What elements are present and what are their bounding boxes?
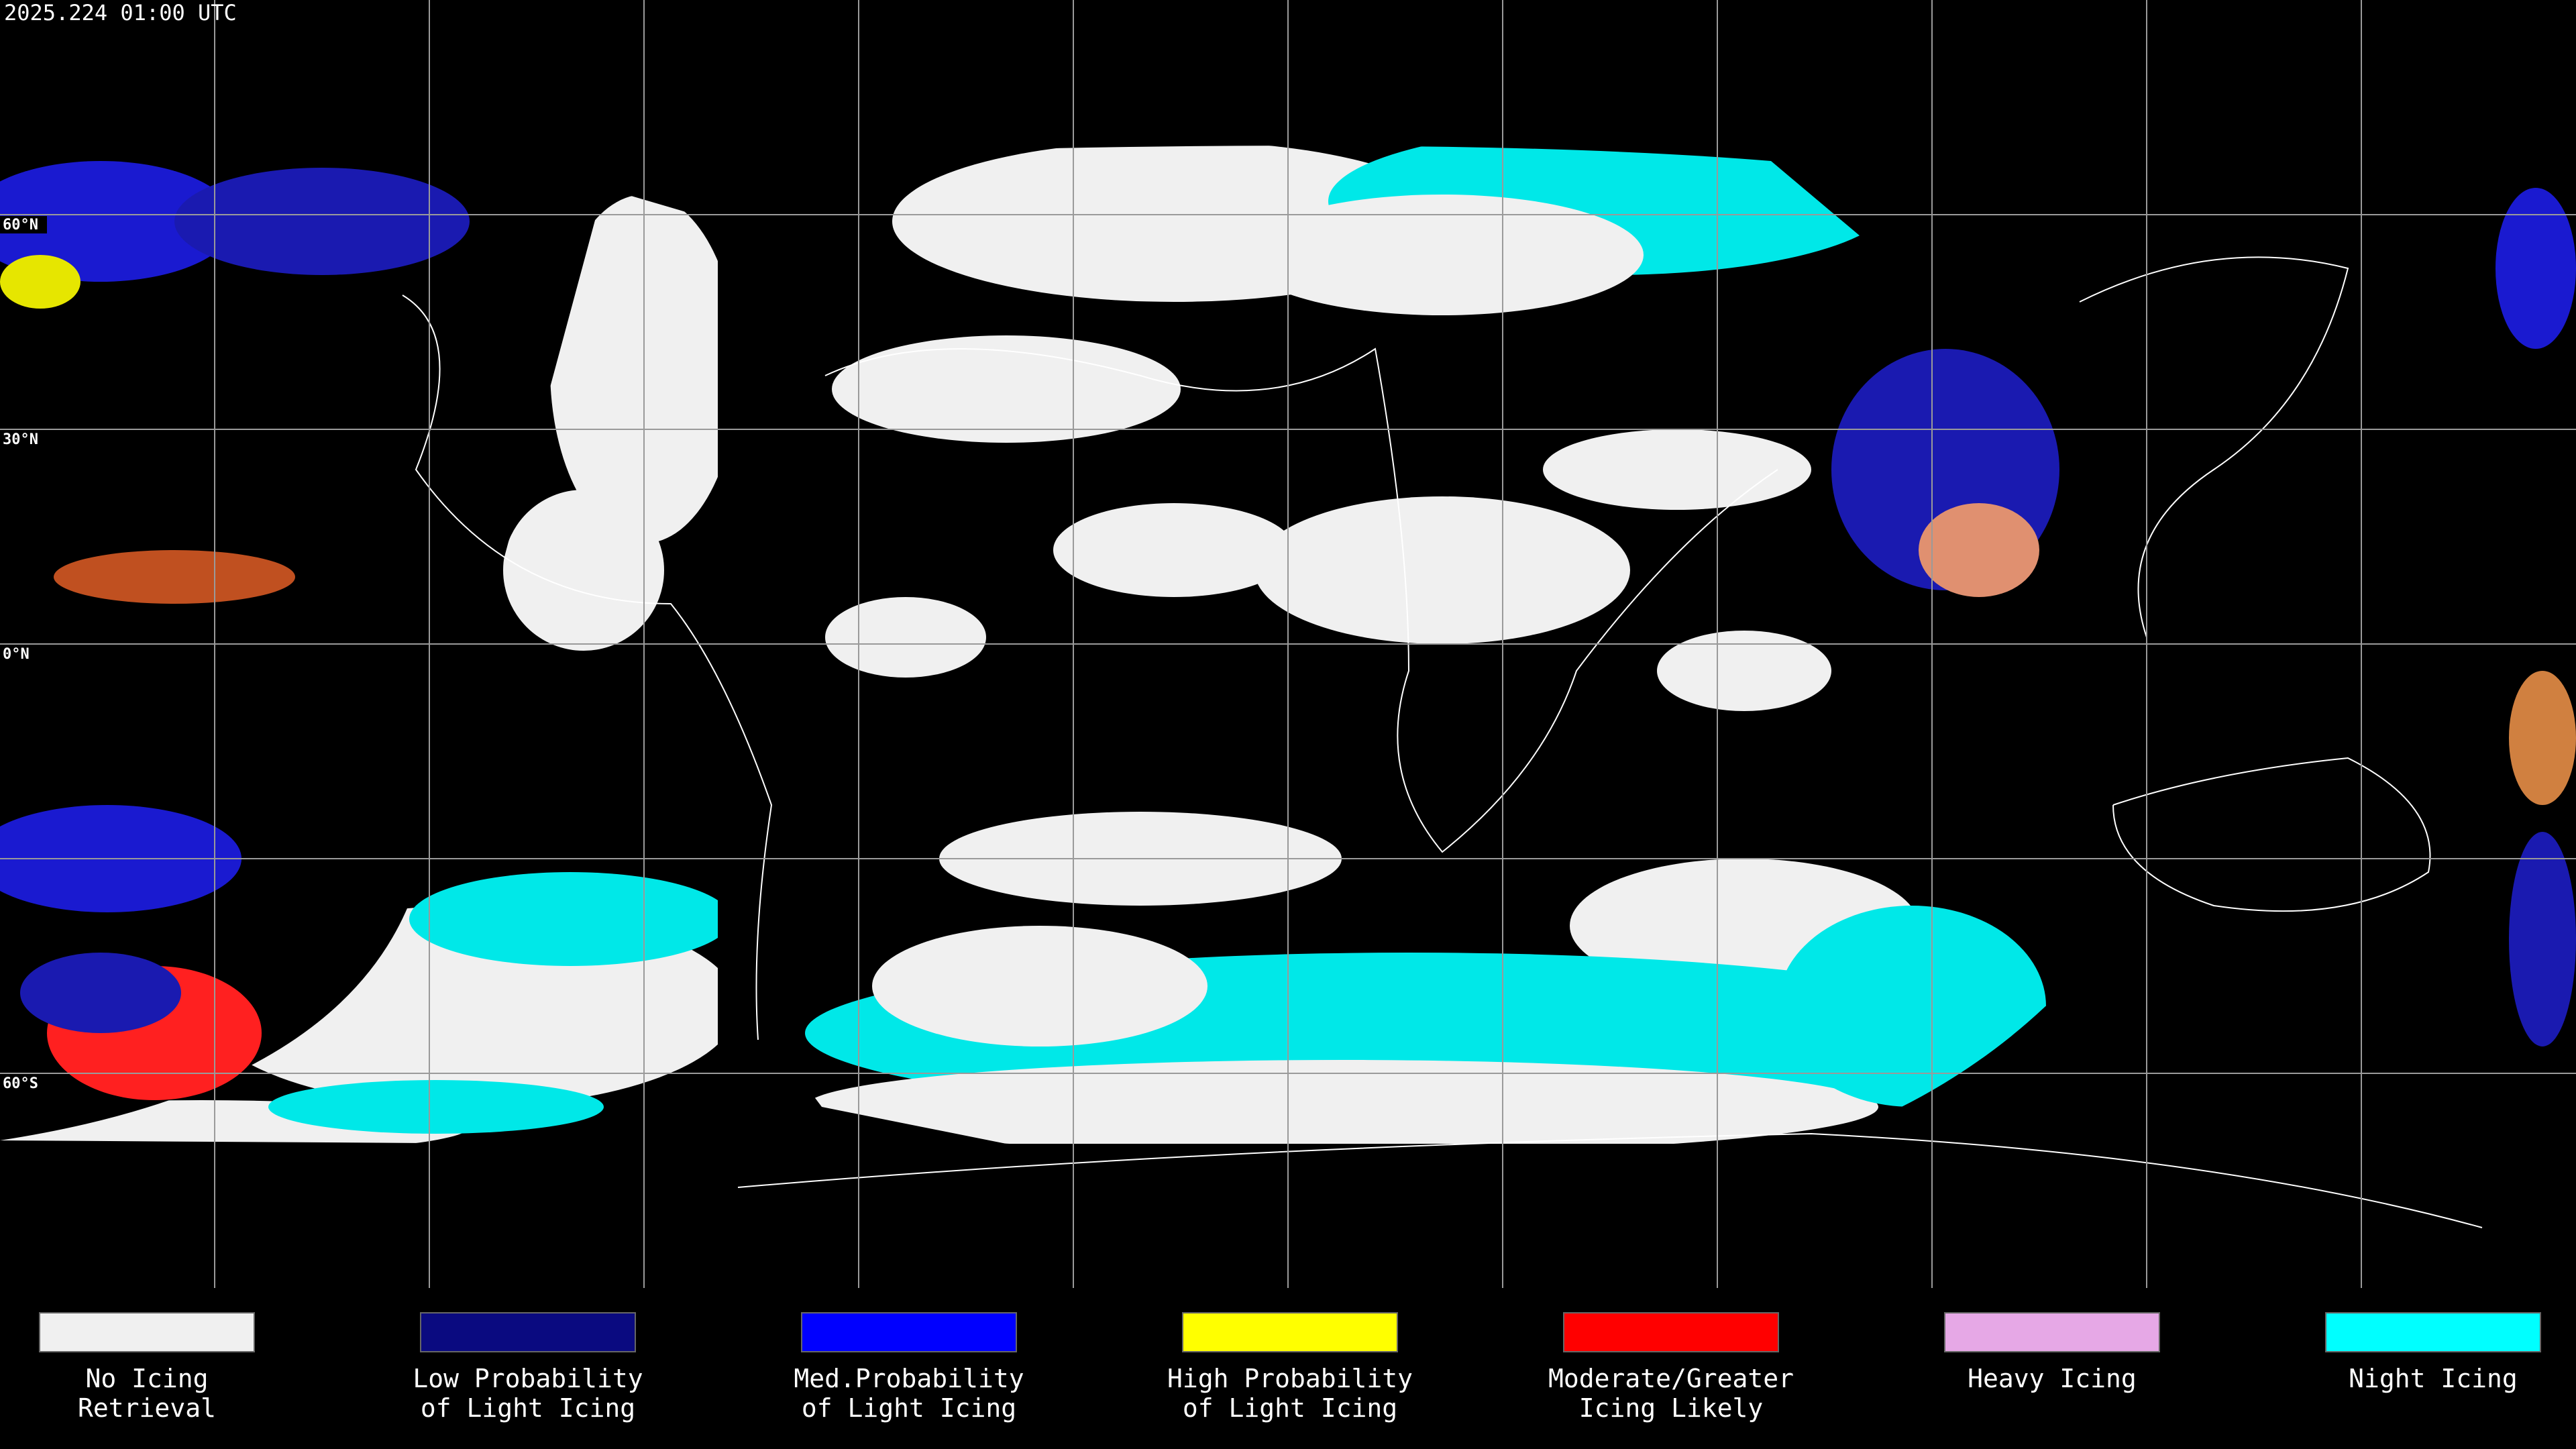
legend-swatch [1944, 1312, 2160, 1352]
latitude-label: 60°S [3, 1075, 38, 1092]
legend-label: No Icing [85, 1364, 208, 1393]
latitude-label: 60°N [3, 217, 38, 233]
latitude-label: 30°N [3, 431, 38, 448]
latitude-label-bg [0, 216, 47, 233]
legend-swatch [1182, 1312, 1398, 1352]
legend-swatch [1563, 1312, 1779, 1352]
latitude-label: 0°N [3, 646, 30, 663]
legend-label: Retrieval [78, 1393, 216, 1423]
legend-label: of Light Icing [802, 1393, 1016, 1423]
latitude-labels: 60°N 30°N 0°N 60°S [0, 216, 47, 1092]
left-disk-clouds [0, 195, 718, 1144]
timestamp: 2025.224 01:00 UTC [4, 0, 237, 25]
legend-label: Moderate/Greater [1548, 1364, 1794, 1393]
coastlines [402, 256, 2483, 1228]
legend-label: Med.Probability [794, 1364, 1024, 1393]
legend-swatch [39, 1312, 255, 1352]
legend-label: of Light Icing [1183, 1393, 1397, 1423]
legend-label: Night Icing [2349, 1364, 2518, 1393]
legend-swatch [2325, 1312, 2541, 1352]
legend-label: High Probability [1167, 1364, 1413, 1393]
legend-label: Icing Likely [1579, 1393, 1764, 1423]
legend-swatch [420, 1312, 636, 1352]
latitude-label-bg [0, 645, 47, 663]
graticule [0, 0, 2576, 1288]
legend-label: Low Probability [413, 1364, 643, 1393]
latitude-label-bg [0, 431, 47, 448]
legend-swatch [801, 1312, 1017, 1352]
latitude-label-bg [0, 1075, 47, 1092]
legend-label: Heavy Icing [1968, 1364, 2137, 1393]
legend-label: of Light Icing [421, 1393, 635, 1423]
